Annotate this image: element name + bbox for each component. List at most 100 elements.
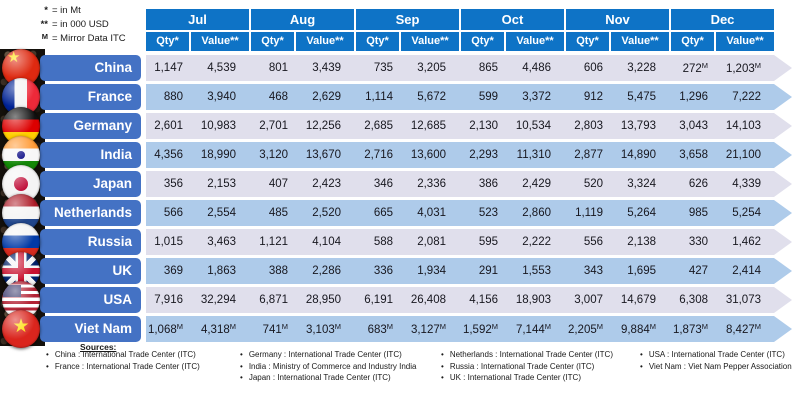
qty-header-sep: Qty* (356, 32, 399, 51)
value-cell: 2,336 (417, 178, 446, 190)
value-cell: 1,553 (522, 265, 551, 277)
bullet-icon: • (240, 361, 243, 371)
country-label-uk: UK (40, 258, 141, 284)
value-cell: 31,073 (725, 294, 761, 306)
mirror-data-marker: M (754, 322, 761, 331)
qty-cell: 520 (583, 178, 603, 190)
mirror-data-marker: M (176, 322, 183, 331)
qty-cell: 2,685 (364, 120, 393, 132)
country-label-usa: USA (40, 287, 141, 313)
mirror-data-marker: M (334, 322, 341, 331)
legend-symbol: ** (40, 19, 48, 30)
qty-cell: 985 (688, 207, 708, 219)
value-cell: 12,256 (305, 120, 341, 132)
value-cell: 3,940 (207, 91, 236, 103)
source-text: China : International Trade Center (ITC) (54, 350, 196, 359)
data-row-germany: 2,601 10,983 2,701 12,256 2,685 12,685 2,130 10… (146, 113, 792, 139)
qty-cell: 388 (268, 265, 288, 277)
qty-cell: 683M (367, 322, 393, 336)
qty-cell: 336 (373, 265, 393, 277)
value-cell: 3,439 (312, 62, 341, 74)
month-header-dec: Dec (671, 9, 774, 30)
value-cell: 14,890 (620, 149, 656, 161)
value-cell: 2,081 (417, 236, 446, 248)
qty-cell: 6,871 (259, 294, 288, 306)
source-item: • Japan : International Trade Center (ITC… (240, 373, 416, 385)
value-cell: 4,486 (522, 62, 551, 74)
bullet-icon: • (441, 350, 444, 359)
value-cell: 7,222 (732, 91, 761, 103)
value-cell: 3,372 (522, 91, 551, 103)
mirror-data-marker: M (491, 322, 498, 331)
country-label-germany: Germany (40, 113, 141, 139)
qty-cell: 369 (163, 265, 183, 277)
data-row-china: 1,147 4,539 801 3,439 735 3,205 865 4,486 606 3,2… (146, 55, 792, 81)
month-header-oct: Oct (461, 9, 564, 30)
value-cell: 9,884M (620, 322, 656, 336)
sources-column-4: • USA : International Trade Center (ITC) •… (640, 350, 792, 373)
qty-cell: 1,015 (154, 236, 183, 248)
qty-cell: 1,147 (154, 62, 183, 74)
qty-cell: 566 (163, 207, 183, 219)
value-cell: 5,672 (417, 91, 446, 103)
value-cell: 4,318M (200, 322, 236, 336)
viet-nam-flag-icon: ★ (2, 310, 40, 348)
qty-cell: 7,916 (154, 294, 183, 306)
bullet-icon: • (240, 350, 243, 359)
data-row-usa: 7,916 32,294 6,871 28,950 6,191 26,408 4,156 18… (146, 287, 792, 313)
source-text: Germany : International Trade Center (IT… (248, 350, 402, 359)
source-item: • India : Ministry of Commerce and Indust… (240, 362, 416, 374)
qty-cell: 912 (583, 91, 603, 103)
source-text: India : Ministry of Commerce and Industr… (248, 361, 417, 371)
qty-cell: 741M (262, 322, 288, 336)
value-cell: 3,127M (410, 322, 446, 336)
qty-cell: 1,296 (679, 91, 708, 103)
qty-cell: 880 (163, 91, 183, 103)
value-cell: 2,429 (522, 178, 551, 190)
flag-gloss (2, 310, 40, 348)
qty-cell: 343 (583, 265, 603, 277)
qty-cell: 2,803 (574, 120, 603, 132)
value-cell: 10,534 (515, 120, 551, 132)
bullet-icon: • (46, 350, 49, 359)
value-cell: 3,228 (627, 62, 656, 74)
source-item: • USA : International Trade Center (ITC) (640, 350, 792, 362)
qty-cell: 2,877 (574, 149, 603, 161)
bullet-icon: • (240, 373, 243, 382)
value-cell: 2,423 (312, 178, 341, 190)
value-cell: 1,203M (725, 61, 761, 75)
qty-cell: 735 (373, 62, 393, 74)
qty-header-aug: Qty* (251, 32, 294, 51)
qty-header-oct: Qty* (461, 32, 504, 51)
data-row-france: 880 3,940 468 2,629 1,114 5,672 599 3,372 912 5,4… (146, 84, 792, 110)
qty-cell: 2,701 (259, 120, 288, 132)
legend-item: M = Mirror Data ITC (30, 32, 126, 47)
qty-value-header-row: Qty* Value** Qty* Value** Qty* Value** Qty* Val… (146, 32, 774, 51)
value-cell: 18,990 (200, 149, 236, 161)
qty-cell: 1,592M (462, 322, 498, 336)
source-item: • Germany : International Trade Center (I… (240, 350, 416, 362)
source-item: • China : International Trade Center (ITC… (46, 350, 200, 362)
qty-cell: 427 (688, 265, 708, 277)
qty-cell: 4,156 (469, 294, 498, 306)
qty-cell: 2,205M (567, 322, 603, 336)
legend-symbol: M (41, 32, 48, 41)
month-header-jul: Jul (146, 9, 249, 30)
data-row-viet-nam: 1,068M 4,318M 741M 3,103M 683M 3,127M 1,592M 7,… (146, 316, 792, 342)
source-item: • UK : International Trade Center (ITC) (441, 373, 613, 385)
source-text: Netherlands : International Trade Center… (449, 350, 613, 359)
qty-cell: 595 (478, 236, 498, 248)
qty-cell: 346 (373, 178, 393, 190)
month-header-sep: Sep (356, 9, 459, 30)
value-cell: 2,138 (627, 236, 656, 248)
month-header-aug: Aug (251, 9, 354, 30)
bullet-icon: • (640, 361, 643, 371)
value-cell: 4,031 (417, 207, 446, 219)
data-row-india: 4,356 18,990 3,120 13,670 2,716 13,600 2,293 11… (146, 142, 792, 168)
value-cell: 8,427M (725, 322, 761, 336)
source-item: • Netherlands : International Trade Cente… (441, 350, 613, 362)
qty-cell: 2,601 (154, 120, 183, 132)
data-row-uk: 369 1,863 388 2,286 336 1,934 291 1,553 343 1,695… (146, 258, 792, 284)
qty-cell: 1,121 (259, 236, 288, 248)
legend-item: * = in Mt (30, 5, 126, 19)
